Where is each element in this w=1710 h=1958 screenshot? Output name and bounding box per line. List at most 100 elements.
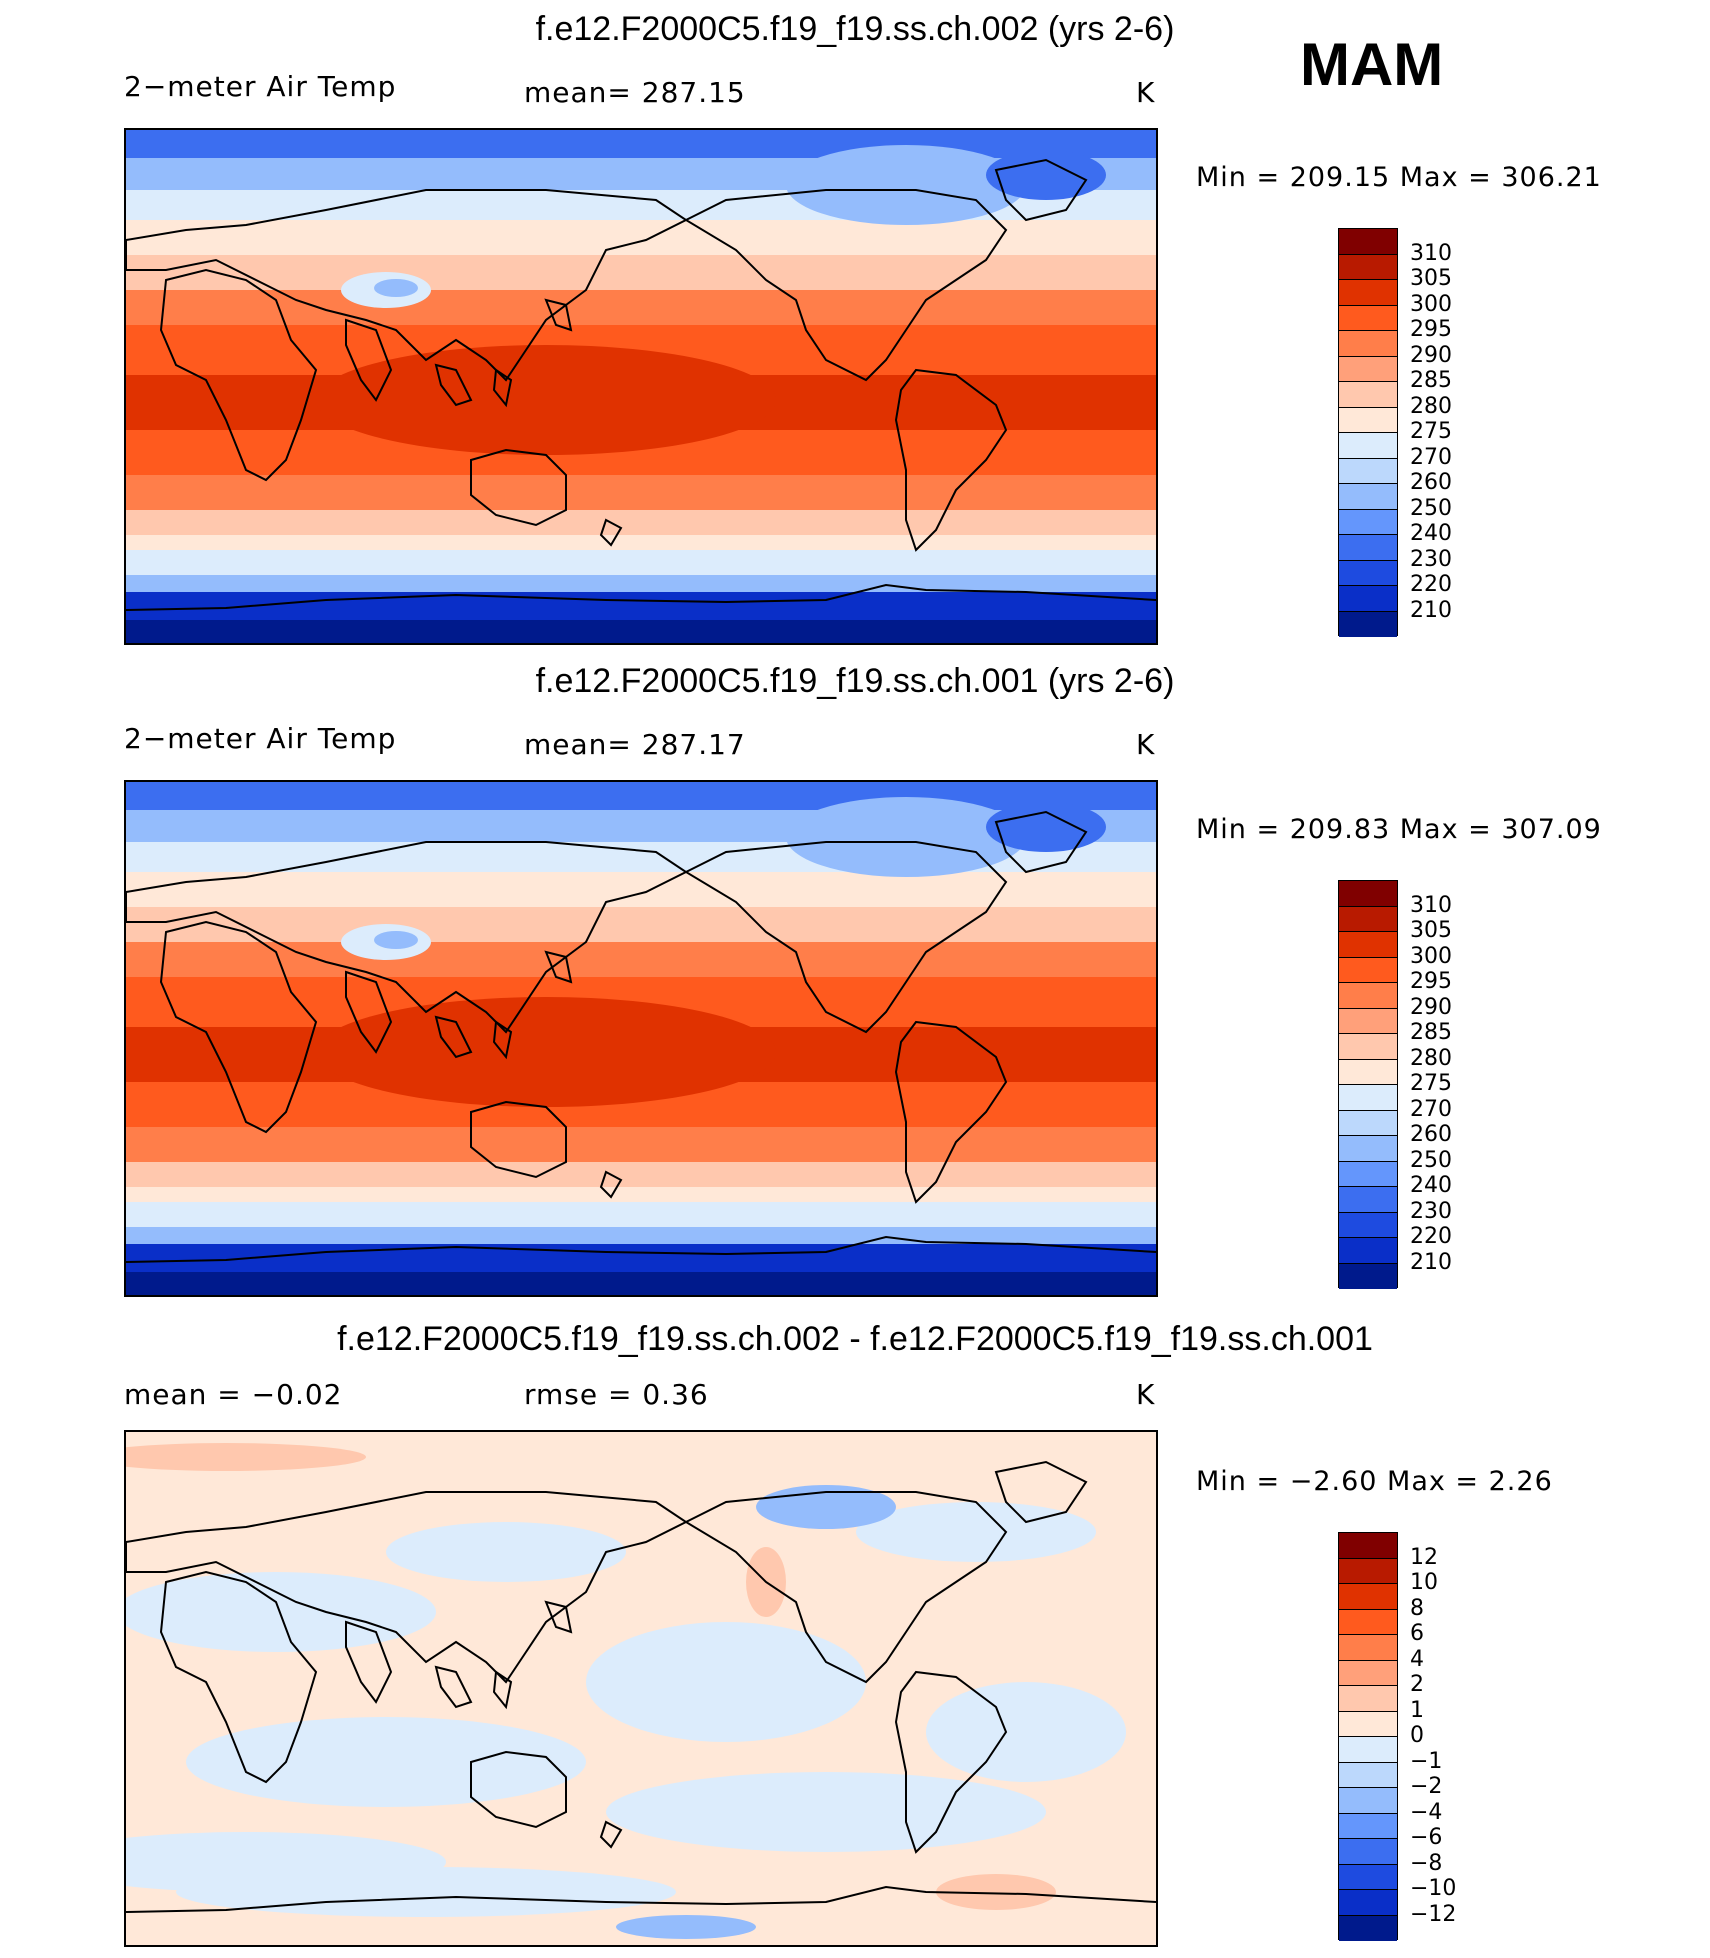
colorbar-swatch bbox=[1339, 586, 1397, 612]
panel2-units-label: K bbox=[1136, 728, 1156, 761]
colorbar-swatch bbox=[1339, 1558, 1397, 1584]
colorbar-tick-label: 275 bbox=[1410, 1071, 1452, 1096]
coastline bbox=[159, 1570, 318, 1784]
island-coastline bbox=[492, 368, 513, 408]
colorbar-swatch bbox=[1339, 1110, 1397, 1136]
colorbar-swatch bbox=[1339, 1212, 1397, 1238]
warm-pool bbox=[316, 997, 776, 1107]
colorbar-swatch bbox=[1339, 1008, 1397, 1034]
panel1-mean-label: mean= 287.15 bbox=[524, 76, 746, 109]
colorbar-swatch bbox=[1339, 1711, 1397, 1737]
difference-region bbox=[186, 1717, 586, 1807]
colorbar-tick-label: 240 bbox=[1410, 1173, 1452, 1198]
colorbar-swatch bbox=[1339, 254, 1397, 280]
greenland-cold bbox=[986, 802, 1106, 852]
coastline bbox=[894, 368, 1008, 552]
difference-region bbox=[926, 1682, 1126, 1782]
colorbar-tick-label: 230 bbox=[1410, 1198, 1452, 1224]
colorbar-tick-label: −8 bbox=[1410, 1850, 1443, 1876]
colorbar-tick-label: 305 bbox=[1410, 918, 1452, 943]
temperature-band bbox=[126, 1202, 1156, 1227]
difference-region bbox=[616, 1915, 756, 1939]
colorbar-tick-label: 280 bbox=[1410, 393, 1452, 419]
difference-region bbox=[856, 1502, 1096, 1562]
coastline bbox=[683, 841, 1008, 1034]
colorbar-tick-label: −2 bbox=[1410, 1774, 1443, 1799]
coastline bbox=[994, 810, 1088, 874]
colorbar-tick-label: 305 bbox=[1410, 266, 1452, 291]
temperature-band bbox=[126, 220, 1156, 255]
colorbar-tick-label: 310 bbox=[1410, 240, 1452, 266]
island-coastline bbox=[434, 1665, 473, 1709]
island-coastline bbox=[599, 1820, 623, 1849]
colorbar-swatch bbox=[1339, 1263, 1397, 1289]
colorbar-swatch bbox=[1339, 484, 1397, 510]
coastline bbox=[126, 1491, 688, 1684]
coastline bbox=[470, 1750, 567, 1829]
colorbar-swatch bbox=[1339, 331, 1397, 357]
colorbar-tick-label: 295 bbox=[1410, 317, 1452, 342]
panel1-units-label: K bbox=[1136, 76, 1156, 109]
colorbar-tick-label: 220 bbox=[1410, 1224, 1452, 1249]
colorbar-tick-label: −6 bbox=[1410, 1825, 1443, 1850]
coastline bbox=[683, 189, 1008, 382]
colorbar-swatch bbox=[1339, 906, 1397, 932]
panel2-minmax: Min = 209.83 Max = 307.09 bbox=[1196, 814, 1602, 845]
difference-region bbox=[936, 1874, 1056, 1910]
colorbar-swatch bbox=[1339, 509, 1397, 535]
coastline bbox=[994, 158, 1088, 222]
colorbar-swatch bbox=[1339, 433, 1397, 459]
colorbar-swatch bbox=[1339, 1238, 1397, 1264]
coastline bbox=[345, 1620, 393, 1704]
difference-region bbox=[606, 1772, 1046, 1852]
colorbar-swatch bbox=[1339, 1762, 1397, 1788]
arctic-canada-cold bbox=[786, 797, 1026, 877]
island-coastline bbox=[544, 1600, 573, 1634]
coastline bbox=[470, 1100, 567, 1179]
colorbar-tick-label: 10 bbox=[1410, 1570, 1438, 1595]
temperature-band bbox=[126, 575, 1156, 592]
temperature-band bbox=[126, 475, 1156, 510]
colorbar-swatch bbox=[1339, 983, 1397, 1009]
coastline bbox=[126, 1885, 1156, 1913]
colorbar-tick-label: 270 bbox=[1410, 444, 1452, 470]
panel3-mean-label: mean = −0.02 bbox=[124, 1378, 343, 1411]
coastline bbox=[894, 1020, 1008, 1204]
temperature-band bbox=[126, 872, 1156, 907]
colorbar-swatch bbox=[1339, 1915, 1397, 1941]
colorbar-swatch bbox=[1339, 382, 1397, 408]
coastline bbox=[994, 1460, 1088, 1524]
colorbar-swatch bbox=[1339, 560, 1397, 586]
panel3-minmax: Min = −2.60 Max = 2.26 bbox=[1196, 1466, 1553, 1497]
colorbar-tick-label: 12 bbox=[1410, 1544, 1438, 1570]
colorbar-swatch bbox=[1339, 1085, 1397, 1111]
panel1-colorbar bbox=[1338, 228, 1398, 637]
island-coastline bbox=[544, 298, 573, 332]
colorbar-swatch bbox=[1339, 1864, 1397, 1890]
temperature-band bbox=[126, 1244, 1156, 1272]
colorbar-swatch bbox=[1339, 1839, 1397, 1865]
difference-region bbox=[126, 1443, 366, 1471]
colorbar-swatch bbox=[1339, 280, 1397, 306]
colorbar-swatch bbox=[1339, 1635, 1397, 1661]
colorbar-tick-label: 310 bbox=[1410, 892, 1452, 918]
colorbar-tick-label: 6 bbox=[1410, 1621, 1424, 1646]
colorbar-swatch bbox=[1339, 407, 1397, 433]
temperature-band bbox=[126, 255, 1156, 290]
colorbar-tick-label: 220 bbox=[1410, 572, 1452, 597]
coastline bbox=[126, 841, 688, 1034]
coastline bbox=[159, 920, 318, 1134]
colorbar-tick-label: 285 bbox=[1410, 368, 1452, 393]
colorbar-swatch bbox=[1339, 1660, 1397, 1686]
colorbar-tick-label: −4 bbox=[1410, 1799, 1443, 1825]
tibet-cold-core bbox=[374, 931, 418, 949]
colorbar-tick-label: 260 bbox=[1410, 1122, 1452, 1147]
colorbar-swatch bbox=[1339, 1161, 1397, 1187]
colorbar-tick-label: 230 bbox=[1410, 546, 1452, 572]
colorbar-tick-label: 210 bbox=[1410, 597, 1452, 623]
coastline bbox=[159, 268, 318, 482]
colorbar-swatch bbox=[1339, 611, 1397, 637]
panel2-colorbar bbox=[1338, 880, 1398, 1289]
colorbar-swatch bbox=[1339, 1609, 1397, 1635]
temperature-band bbox=[126, 1162, 1156, 1187]
